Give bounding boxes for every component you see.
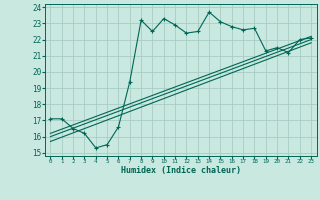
X-axis label: Humidex (Indice chaleur): Humidex (Indice chaleur): [121, 166, 241, 175]
